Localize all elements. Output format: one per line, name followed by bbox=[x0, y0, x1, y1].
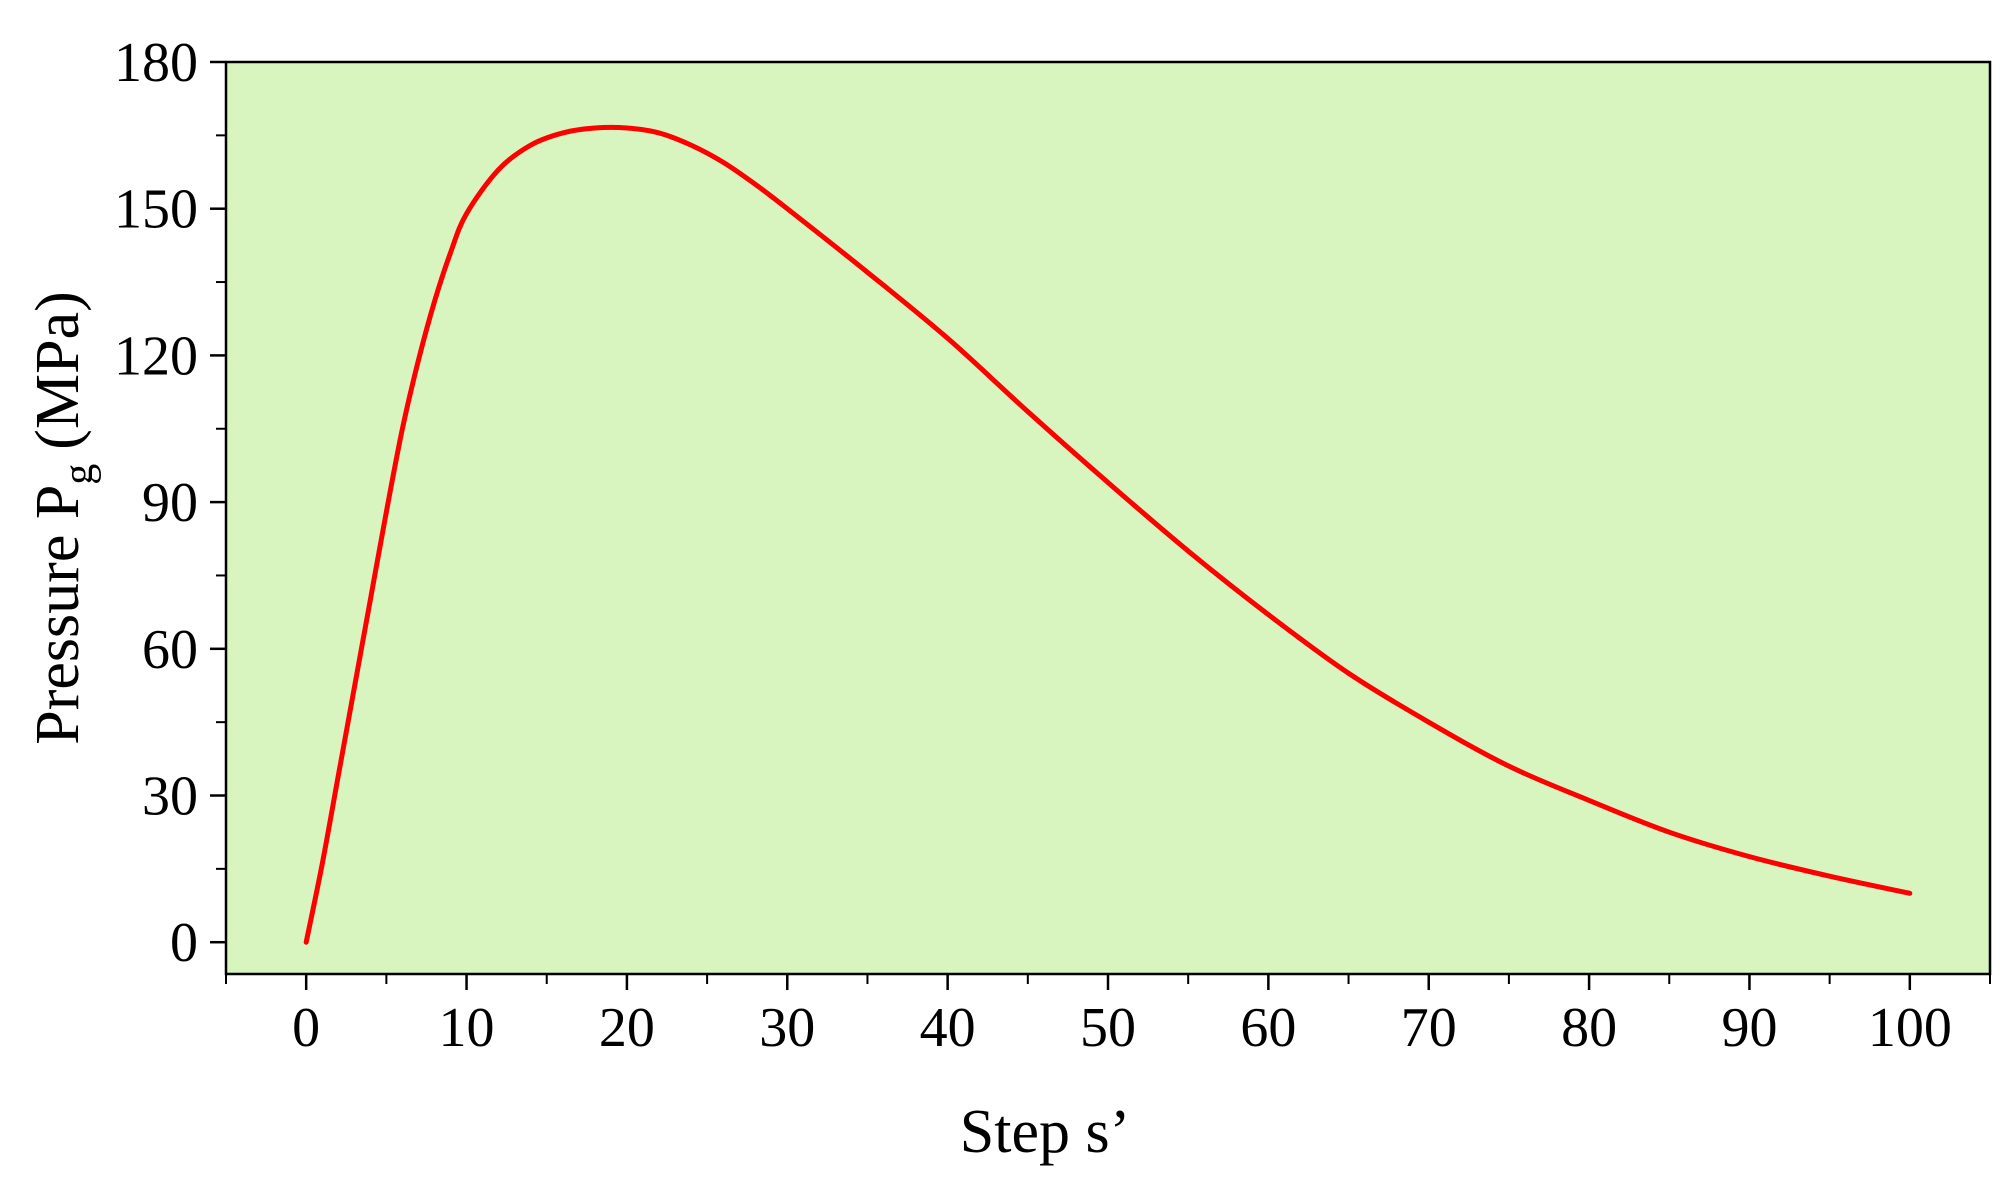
y-tick-label-180: 180 bbox=[114, 32, 198, 94]
x-tick-label-60: 60 bbox=[1240, 997, 1296, 1059]
x-tick-label-50: 50 bbox=[1080, 997, 1136, 1059]
y-tick-label-0: 0 bbox=[170, 912, 198, 974]
x-tick-label-0: 0 bbox=[292, 997, 320, 1059]
y-tick-label-90: 90 bbox=[142, 472, 198, 534]
plot-frame bbox=[224, 60, 1992, 976]
plot-area bbox=[226, 62, 1990, 974]
y-tick-label-120: 120 bbox=[114, 325, 198, 387]
x-tick-labels: 0 10 20 30 40 50 60 70 80 90 100 bbox=[292, 997, 1952, 1059]
y-axis-label-unit: (MPa) bbox=[24, 291, 92, 449]
x-tick-label-30: 30 bbox=[759, 997, 815, 1059]
x-tick-label-20: 20 bbox=[599, 997, 655, 1059]
y-tick-label-150: 150 bbox=[114, 179, 198, 241]
ticks-layer bbox=[210, 60, 1991, 990]
x-tick-label-70: 70 bbox=[1401, 997, 1457, 1059]
y-tick-labels: 0 30 60 90 120 150 180 bbox=[114, 32, 198, 974]
x-tick-label-80: 80 bbox=[1561, 997, 1617, 1059]
y-axis-label-main: Pressure P bbox=[24, 485, 92, 745]
x-tick-label-40: 40 bbox=[920, 997, 976, 1059]
x-tick-label-10: 10 bbox=[439, 997, 495, 1059]
series-line-pressure bbox=[303, 124, 1913, 945]
y-tick-label-60: 60 bbox=[142, 619, 198, 681]
x-tick-label-100: 100 bbox=[1868, 997, 1952, 1059]
x-axis-label: Step s’ bbox=[960, 1098, 1131, 1166]
y-tick-label-30: 30 bbox=[142, 766, 198, 828]
y-axis-label: Pressure Pg (MPa) bbox=[24, 291, 102, 744]
x-tick-label-90: 90 bbox=[1721, 997, 1777, 1059]
y-axis-label-subscript: g bbox=[56, 464, 102, 485]
